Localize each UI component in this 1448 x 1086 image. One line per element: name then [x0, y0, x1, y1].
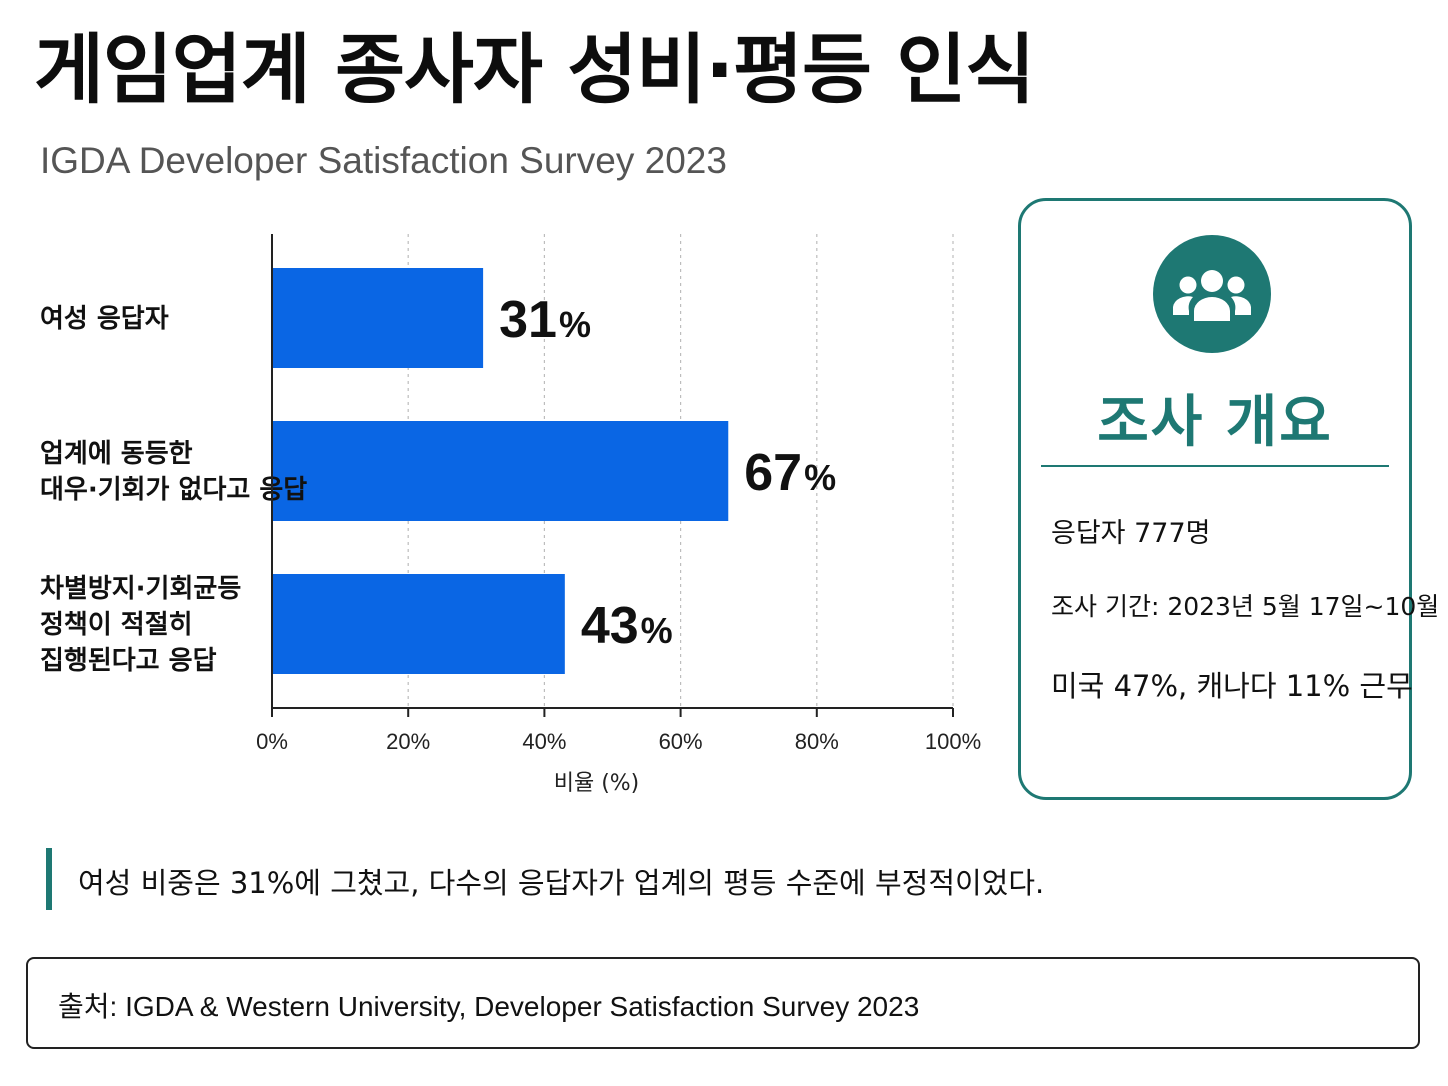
summary-note: 여성 비중은 31%에 그쳤고, 다수의 응답자가 업계의 평등 수준에 부정적… — [78, 866, 1045, 900]
work-location: 미국 47%, 캐나다 11% 근무 — [1051, 669, 1413, 703]
bar-value-label: 43% — [581, 597, 673, 655]
x-tick-label: 0% — [256, 729, 288, 754]
survey-period: 조사 기간: 2023년 5월 17일~10월 20일 — [1051, 592, 1448, 621]
x-tick-label: 60% — [659, 729, 703, 754]
x-tick-label: 40% — [522, 729, 566, 754]
survey-overview-panel: 조사 개요 응답자 777명 조사 기간: 2023년 5월 17일~10월 2… — [1018, 198, 1448, 800]
x-tick-label: 80% — [795, 729, 839, 754]
bar — [272, 268, 484, 368]
category-label: 여성 응답자 — [40, 304, 169, 334]
people-group-icon — [1153, 235, 1271, 353]
bar-value-label: 31% — [499, 291, 591, 349]
source-box: 출처: IGDA & Western University, Developer… — [26, 957, 1420, 1049]
overview-divider — [1041, 465, 1389, 467]
x-tick-label: 20% — [386, 729, 430, 754]
note-accent-bar — [46, 848, 52, 910]
bar — [272, 421, 729, 521]
page-subtitle: IGDA Developer Satisfaction Survey 2023 — [40, 140, 727, 181]
x-axis-title: 비율 (%) — [554, 771, 640, 796]
overview-title: 조사 개요 — [1097, 390, 1333, 455]
respondent-count: 응답자 777명 — [1051, 518, 1211, 549]
page-title: 게임업계 종사자 성비·평등 인식 — [34, 25, 1035, 114]
category-label: 차별방지·기회균등 정책이 적절히 집행된다고 응답 — [40, 574, 241, 676]
source-text: 출처: IGDA & Western University, Developer… — [58, 991, 920, 1022]
bar-value-label: 67% — [744, 444, 836, 502]
category-label: 업계에 동등한 대우·기회가 없다고 응답 — [40, 439, 307, 505]
bar — [272, 574, 565, 674]
x-tick-label: 100% — [925, 729, 981, 754]
bar-chart: 31% 여성 응답자 67% 업계에 동등한 대우·기회가 없다고 응답 43% 차별방지·… — [40, 234, 981, 796]
